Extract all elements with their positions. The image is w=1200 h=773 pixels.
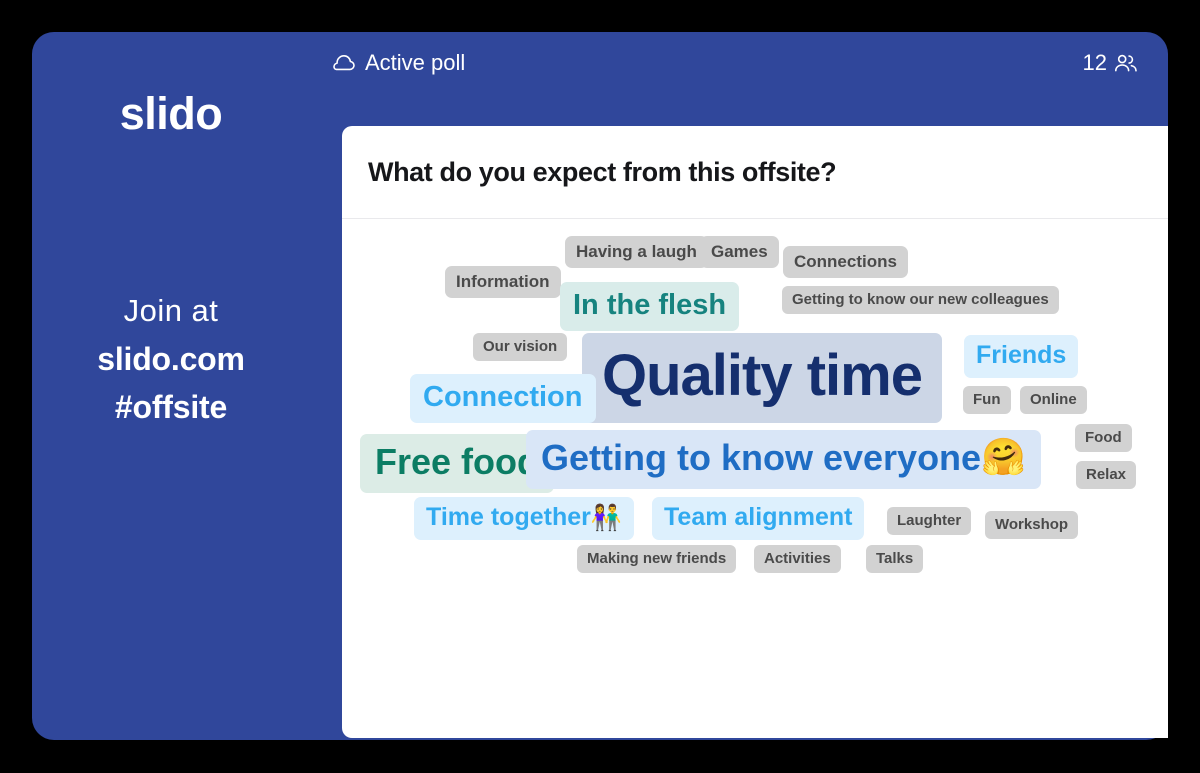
participant-count: 12 — [1082, 50, 1107, 75]
word-cloud-item[interactable]: Fun — [963, 386, 1011, 414]
word-cloud-item[interactable]: Connection — [410, 374, 596, 423]
word-cloud-item[interactable]: Quality time — [582, 333, 942, 423]
word-cloud-item[interactable]: Having a laugh — [565, 236, 708, 268]
join-at-label: Join at — [123, 293, 219, 328]
word-cloud-item[interactable]: Activities — [754, 545, 841, 573]
word-cloud-item[interactable]: Relax — [1076, 461, 1137, 489]
word-cloud-item[interactable]: Free food — [360, 434, 555, 493]
word-cloud-item[interactable]: Laughter — [887, 507, 972, 535]
cloud-icon — [332, 54, 356, 72]
word-cloud-item[interactable]: Getting to know everyone 🤗 — [526, 430, 1041, 489]
word-cloud-item[interactable]: Getting to know our new colleagues — [782, 286, 1059, 314]
word-cloud: Having a laugh Games Connections Informatio… — [342, 219, 1168, 737]
word-cloud-item-text: Time together — [426, 503, 591, 531]
word-cloud-item[interactable]: Friends — [964, 335, 1079, 378]
word-cloud-item[interactable]: Food — [1075, 424, 1132, 452]
left-rail: slido Join at slido.com #offsite — [32, 32, 310, 740]
poll-card-header: What do you expect from this offsite? — [342, 126, 1168, 219]
join-url: slido.com — [97, 341, 245, 378]
word-cloud-item[interactable]: Team alignment — [652, 497, 865, 540]
word-cloud-item[interactable]: Online — [1020, 386, 1087, 414]
word-cloud-item[interactable]: Making new friends — [577, 545, 737, 573]
poll-card: What do you expect from this offsite? Ha… — [342, 126, 1168, 738]
word-cloud-item[interactable]: Games — [700, 236, 779, 268]
slido-logo: slido — [119, 88, 223, 139]
word-cloud-item[interactable]: Connections — [783, 246, 908, 278]
word-cloud-item[interactable]: Our vision — [473, 333, 568, 361]
people-icon — [1114, 53, 1138, 73]
word-cloud-item-emoji: 🤗 — [981, 437, 1026, 478]
active-poll-label: Active poll — [365, 50, 466, 75]
word-cloud-item[interactable]: Time together 👫 — [414, 497, 634, 540]
active-poll-status: Active poll — [332, 50, 465, 76]
join-hashtag: #offsite — [114, 389, 228, 426]
join-instructions: Join at slido.com #offsite — [32, 287, 310, 431]
word-cloud-item[interactable]: Information — [445, 266, 561, 298]
slido-presentation-panel: slido Join at slido.com #offsite Active … — [32, 32, 1168, 740]
word-cloud-item-emoji: 👫 — [590, 503, 622, 532]
word-cloud-item[interactable]: In the flesh — [560, 282, 740, 331]
word-cloud-item[interactable]: Workshop — [985, 511, 1079, 539]
participant-counter: 12 — [1083, 50, 1138, 76]
top-bar: Active poll 12 — [310, 32, 1168, 94]
word-cloud-item-text: Getting to know everyone — [541, 437, 982, 478]
poll-question: What do you expect from this offsite? — [368, 156, 837, 187]
word-cloud-item[interactable]: Talks — [866, 545, 924, 573]
